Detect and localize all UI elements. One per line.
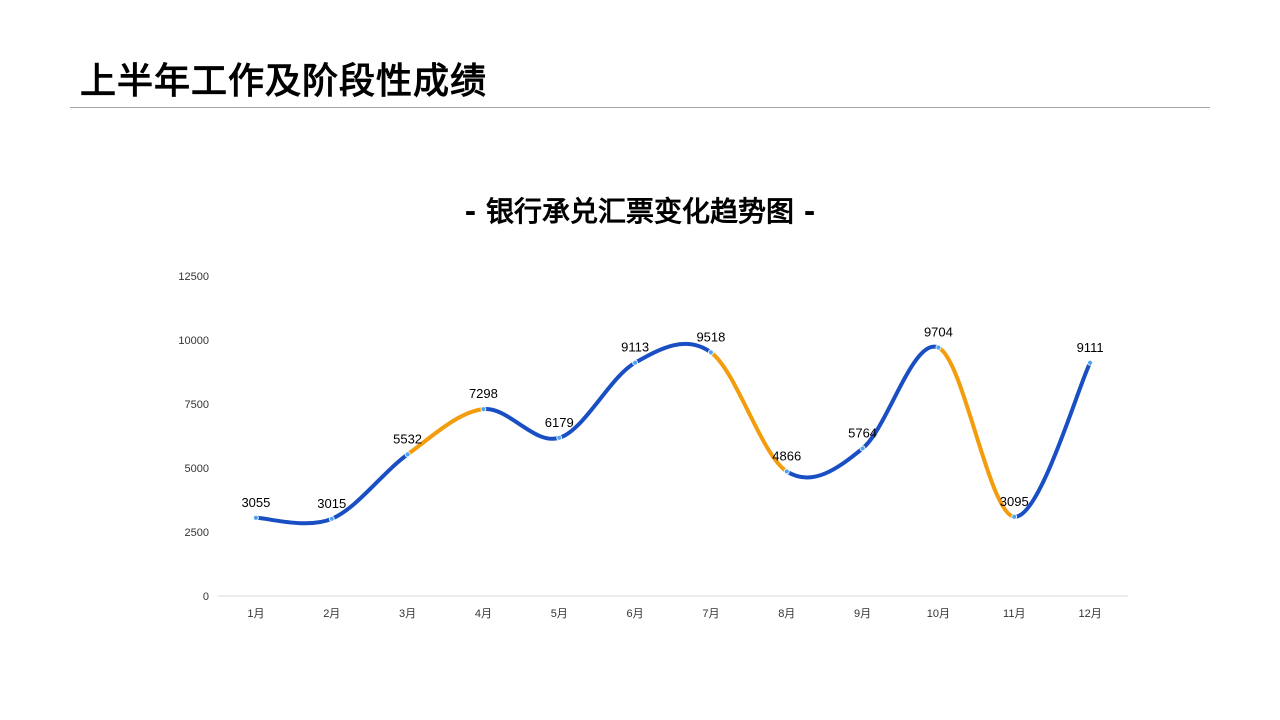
- y-axis: 0 2500 5000 7500 10000 12500: [178, 271, 209, 603]
- data-point: [632, 359, 638, 366]
- x-tick-label: 12月: [1078, 608, 1101, 620]
- x-tick-label: 6月: [627, 608, 644, 620]
- data-point: [1087, 359, 1093, 366]
- series-line: [253, 341, 1093, 526]
- data-label: 3055: [241, 495, 270, 510]
- x-axis: 1月 2月 3月 4月 5月 6月 7月 8月 9月 10月 11月 12月: [247, 608, 1101, 620]
- data-point: [935, 344, 942, 351]
- x-tick-label: 5月: [551, 608, 568, 620]
- y-tick-label: 2500: [185, 527, 209, 539]
- data-labels: 3055 3015 5532 7298 6179 9113 9518 4866 5764 9704…: [241, 325, 1103, 511]
- data-point: [1011, 513, 1018, 520]
- line-segment: [633, 341, 713, 365]
- data-label: 9518: [696, 329, 725, 344]
- y-tick-label: 12500: [178, 271, 209, 283]
- line-segment: [1012, 360, 1093, 519]
- line-segment: [784, 446, 865, 480]
- data-label: 5532: [393, 431, 422, 446]
- x-tick-label: 4月: [475, 608, 492, 620]
- y-tick-label: 5000: [185, 463, 209, 475]
- x-tick-label: 2月: [323, 608, 340, 620]
- data-markers: [253, 344, 1093, 522]
- data-point: [783, 468, 790, 475]
- line-segment: [253, 515, 334, 526]
- data-point: [480, 406, 487, 413]
- x-tick-label: 7月: [702, 608, 719, 620]
- chart-title: - 银行承兑汇票变化趋势图 -: [464, 195, 816, 228]
- x-tick-label: 11月: [1003, 608, 1025, 620]
- x-tick-label: 1月: [247, 608, 264, 620]
- line-segment: [708, 350, 789, 474]
- data-point: [859, 445, 866, 452]
- data-label: 9704: [924, 325, 953, 340]
- data-label: 6179: [545, 415, 574, 430]
- x-tick-label: 10月: [927, 608, 950, 620]
- line-segment: [329, 452, 410, 521]
- x-tick-label: 8月: [778, 608, 795, 620]
- data-label: 5764: [848, 425, 877, 440]
- line-segment: [557, 360, 638, 440]
- data-label: 9111: [1077, 340, 1104, 355]
- y-tick-label: 7500: [185, 399, 209, 411]
- title-divider: [70, 107, 1210, 108]
- data-point: [328, 515, 335, 522]
- x-tick-label: 3月: [399, 608, 416, 620]
- line-segment: [405, 407, 486, 457]
- y-tick-label: 10000: [178, 335, 209, 347]
- line-segment: [936, 345, 1017, 519]
- data-label: 3095: [1000, 494, 1029, 509]
- data-label: 4866: [772, 448, 801, 463]
- data-label: 7298: [469, 386, 498, 401]
- data-point: [404, 451, 411, 458]
- data-point: [253, 514, 259, 521]
- x-tick-label: 9月: [854, 608, 871, 620]
- data-label: 9113: [621, 340, 649, 355]
- data-label: 3015: [317, 496, 346, 511]
- line-segment: [481, 407, 562, 441]
- y-tick-label: 0: [203, 591, 209, 603]
- data-point: [708, 349, 714, 356]
- slide-title: 上半年工作及阶段性成绩: [80, 61, 488, 102]
- data-point: [556, 434, 563, 441]
- line-segment: [860, 344, 941, 451]
